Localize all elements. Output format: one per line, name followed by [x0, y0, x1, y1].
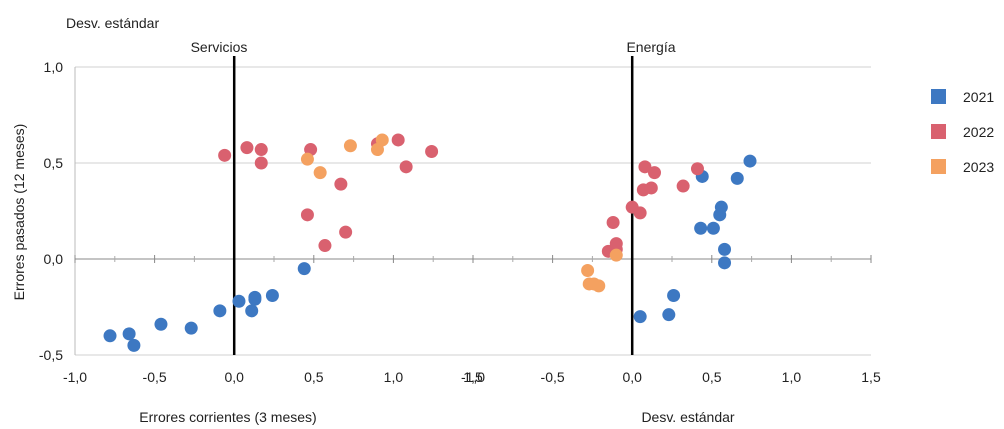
data-point-2022 — [218, 148, 232, 162]
data-point-2021 — [718, 256, 732, 270]
data-point-2022 — [676, 179, 690, 193]
x-tick-label: 0,5 — [702, 369, 722, 385]
data-point-2021 — [103, 329, 117, 343]
x-tick-label: 0,5 — [304, 369, 324, 385]
data-point-2022 — [638, 160, 652, 174]
y-tick-label: 1,0 — [44, 59, 64, 75]
axes-layer: 1,00,50,0-0,5-1,0 -0,5 0,0 0,5 1,0 1,5-1,0 -0,… — [39, 56, 881, 385]
x-tick-label: 0,0 — [622, 369, 642, 385]
data-point-2021 — [265, 288, 279, 302]
data-point-2021 — [122, 327, 136, 341]
data-point-2021 — [297, 262, 311, 276]
x-tick-label: -1,0 — [461, 369, 485, 385]
data-point-2022 — [334, 177, 348, 191]
legend-swatch-2021 — [931, 89, 946, 104]
data-point-2021 — [714, 200, 728, 214]
x-tick-label: 0,0 — [224, 369, 244, 385]
x-tick-label: -0,5 — [143, 369, 167, 385]
data-point-2021 — [154, 317, 168, 331]
x-tick-label: 1,5 — [463, 369, 483, 385]
data-point-2023 — [592, 279, 606, 293]
data-point-2022 — [240, 141, 254, 155]
x-axis-title-left: Errores corrientes (3 meses) — [139, 409, 316, 425]
data-point-2023 — [343, 139, 357, 153]
legend-swatch-2022 — [931, 124, 946, 139]
data-point-2021 — [718, 242, 732, 256]
data-point-2022 — [391, 133, 405, 147]
data-point-2022 — [254, 156, 268, 170]
data-point-2021 — [706, 221, 720, 235]
data-point-2021 — [245, 304, 259, 318]
data-point-2022 — [425, 144, 439, 158]
x-tick-label: 1,5 — [861, 369, 881, 385]
data-point-2021 — [694, 221, 708, 235]
data-point-2022 — [300, 208, 314, 222]
data-point-2021 — [633, 310, 647, 324]
data-point-2022 — [690, 162, 704, 176]
data-point-2023 — [375, 133, 389, 147]
data-point-2022 — [644, 181, 658, 195]
legend-label-2023: 2023 — [963, 159, 994, 175]
panel-title-energia: Energía — [626, 39, 675, 55]
data-point-2022 — [647, 166, 661, 180]
legend: 2021 2022 2023 — [931, 89, 994, 175]
top-left-unit-label: Desv. estándar — [66, 15, 159, 31]
data-point-2022 — [339, 225, 353, 239]
x-tick-label: -1,0 — [63, 369, 87, 385]
y-axis-title: Errores pasados (12 meses) — [11, 124, 27, 301]
x-tick-label: -0,5 — [541, 369, 565, 385]
legend-swatch-2023 — [931, 159, 946, 174]
data-point-2023 — [300, 152, 314, 166]
legend-label-2021: 2021 — [963, 89, 994, 105]
data-point-2023 — [370, 143, 384, 157]
data-point-2021 — [184, 321, 198, 335]
panel-title-servicios: Servicios — [191, 39, 248, 55]
y-tick-label: 0,0 — [44, 251, 64, 267]
y-tick-label: -0,5 — [39, 347, 63, 363]
data-point-2021 — [743, 154, 757, 168]
data-point-2022 — [254, 143, 268, 157]
data-point-2021 — [232, 294, 246, 308]
data-point-2022 — [399, 160, 413, 174]
data-point-2021 — [127, 338, 141, 352]
data-point-2022 — [606, 216, 620, 230]
y-tick-label: 0,5 — [44, 155, 64, 171]
data-point-2021 — [662, 308, 676, 322]
legend-label-2022: 2022 — [963, 124, 994, 140]
data-point-2023 — [581, 264, 595, 278]
data-point-2021 — [667, 288, 681, 302]
data-point-2022 — [633, 206, 647, 220]
marks-layer — [103, 133, 757, 352]
x-tick-label: 1,0 — [384, 369, 404, 385]
data-point-2022 — [609, 237, 623, 251]
x-tick-label: 1,0 — [782, 369, 802, 385]
data-point-2023 — [313, 166, 327, 180]
data-point-2021 — [730, 171, 744, 185]
data-point-2023 — [609, 248, 623, 262]
data-point-2021 — [213, 304, 227, 318]
data-point-2021 — [248, 292, 262, 306]
data-point-2022 — [318, 239, 332, 253]
x-axis-title-right: Desv. estándar — [641, 409, 734, 425]
